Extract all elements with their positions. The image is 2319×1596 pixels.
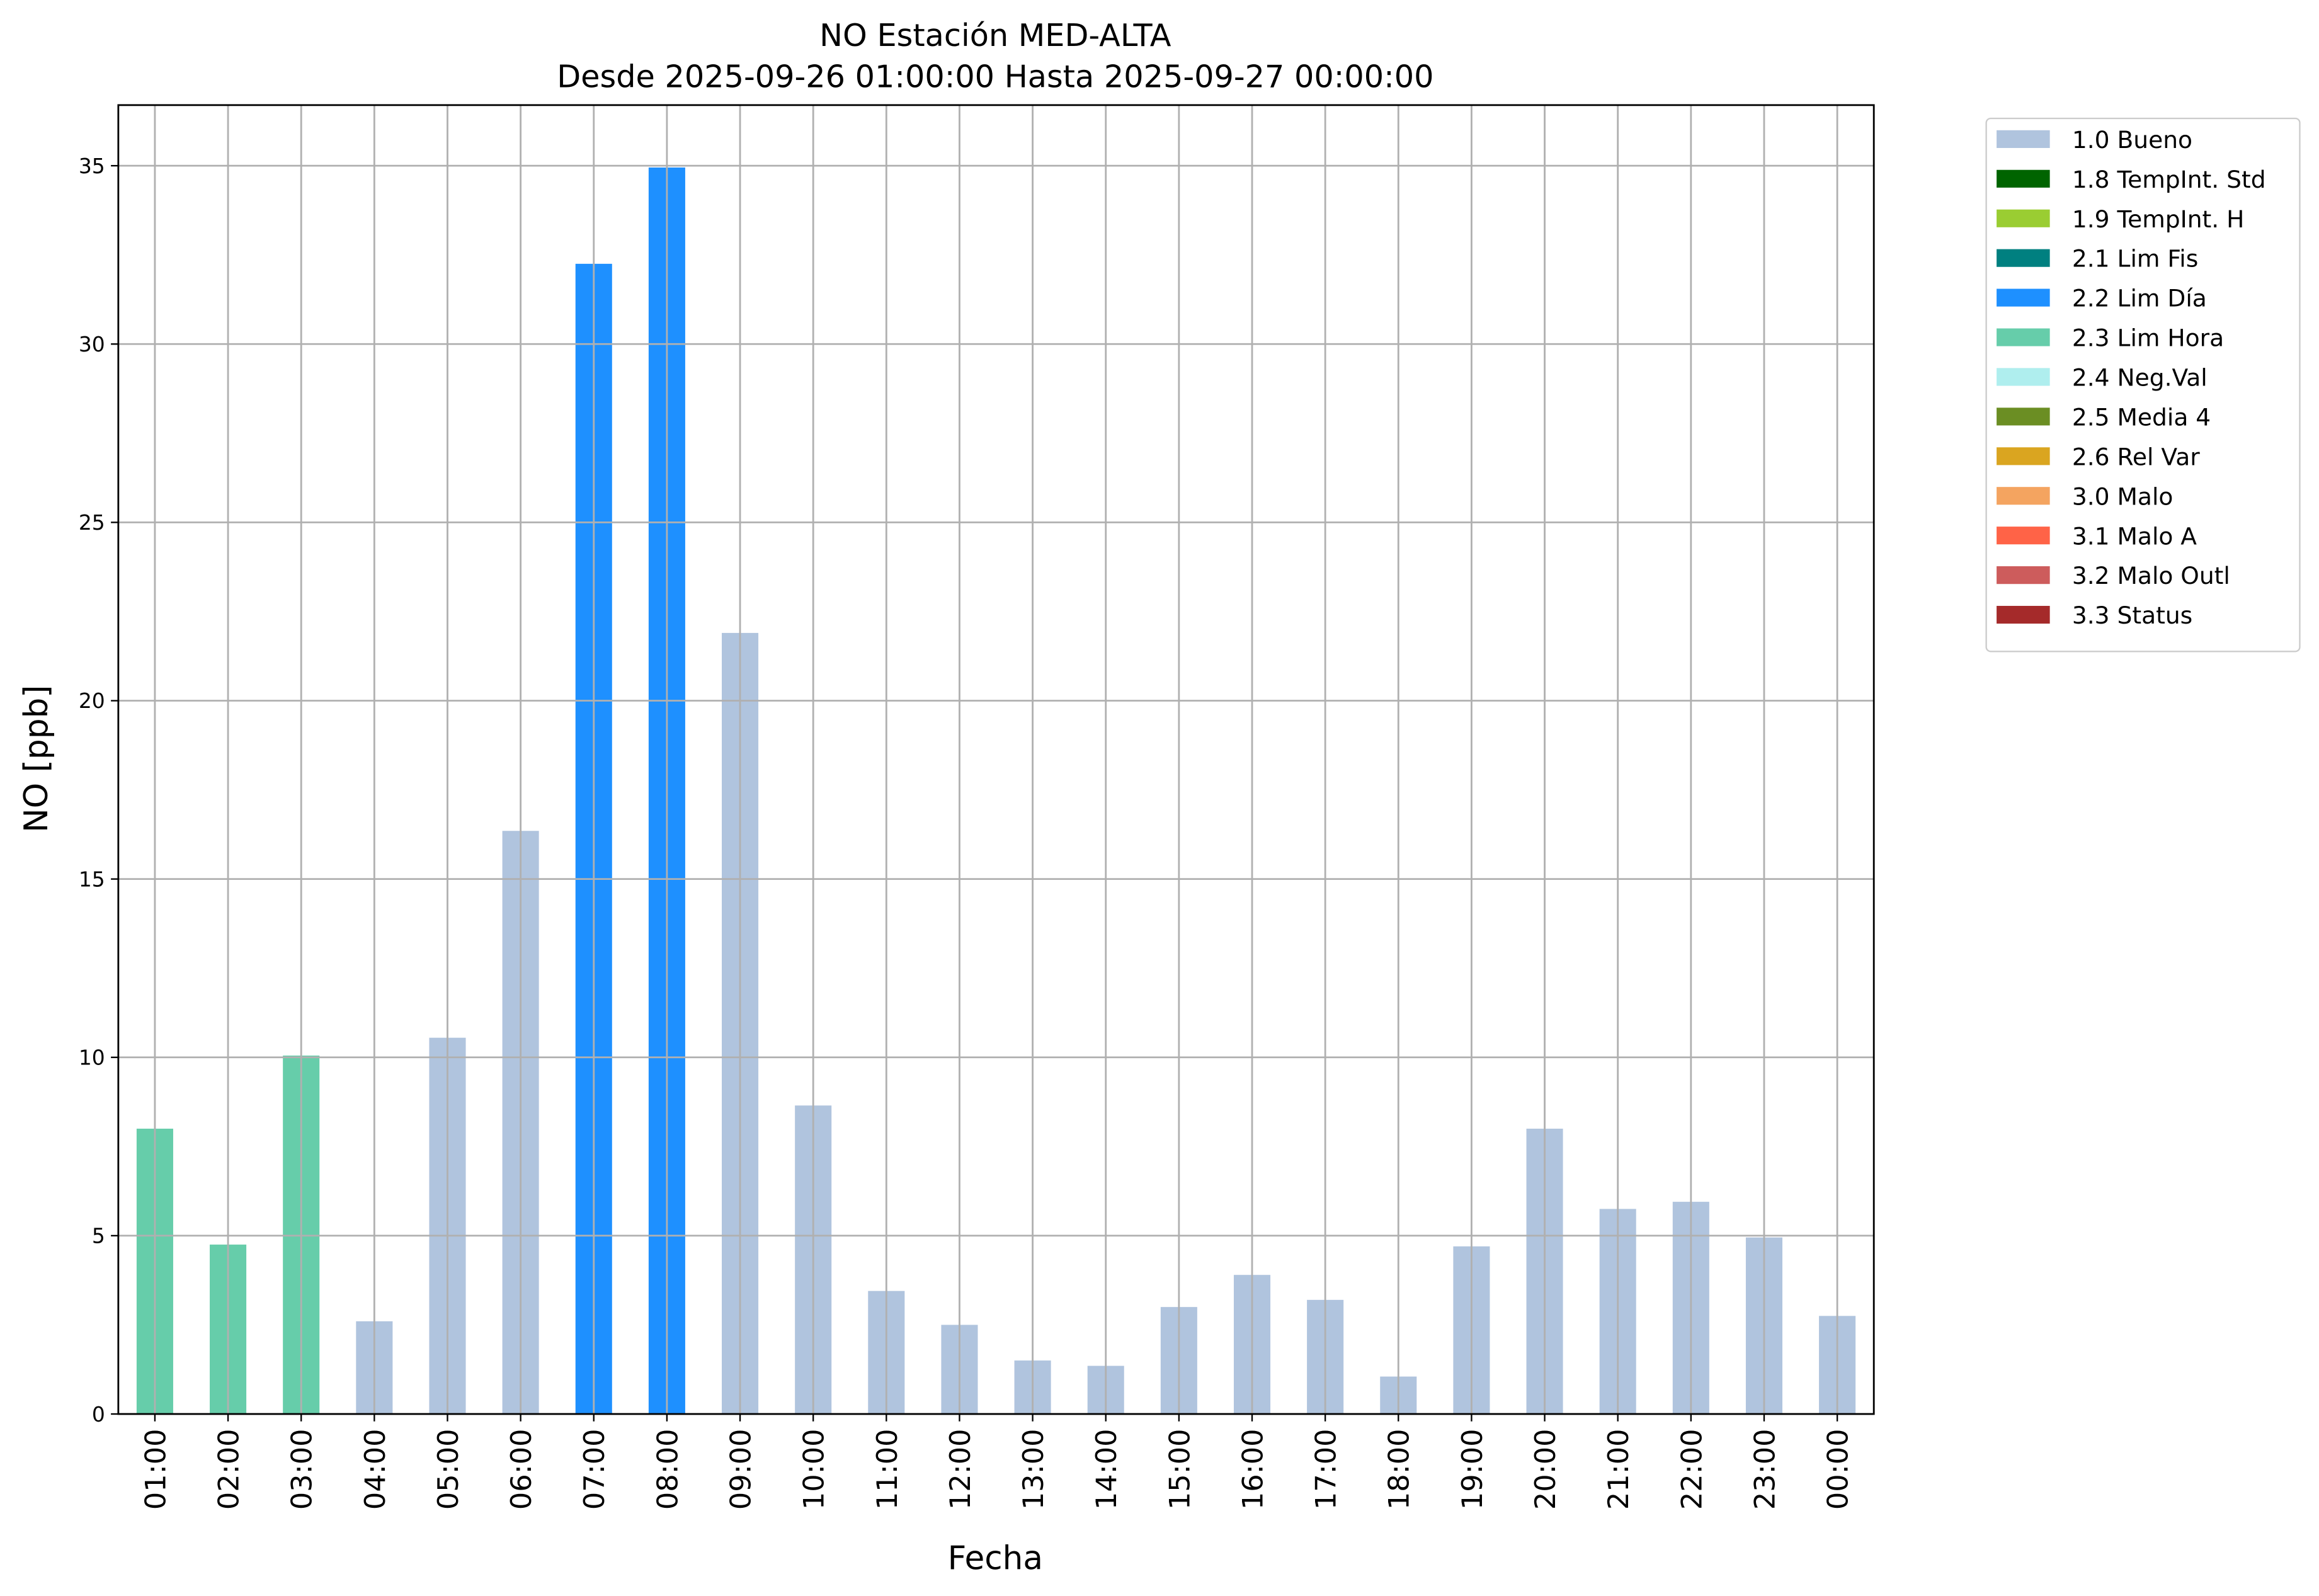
legend-swatch <box>1997 328 2050 346</box>
x-tick-label: 16:00 <box>1236 1429 1269 1510</box>
x-tick-label: 20:00 <box>1529 1429 1562 1510</box>
legend-swatch <box>1997 527 2050 545</box>
legend-label: 2.3 Lim Hora <box>2072 324 2224 352</box>
legend-label: 2.2 Lim Día <box>2072 285 2207 312</box>
legend-swatch <box>1997 288 2050 307</box>
x-tick-label: 21:00 <box>1602 1429 1635 1510</box>
x-tick-label: 10:00 <box>798 1429 831 1510</box>
x-tick-label: 23:00 <box>1748 1429 1781 1510</box>
x-tick-label: 15:00 <box>1163 1429 1196 1510</box>
y-tick-label: 30 <box>79 332 105 356</box>
y-tick-label: 5 <box>92 1224 105 1248</box>
legend-label: 3.3 Status <box>2072 601 2192 629</box>
legend-swatch <box>1997 249 2050 267</box>
x-tick-label: 22:00 <box>1675 1429 1708 1510</box>
legend-swatch <box>1997 487 2050 505</box>
x-tick-label: 02:00 <box>213 1429 246 1510</box>
x-tick-label: 06:00 <box>505 1429 538 1510</box>
legend-label: 1.0 Bueno <box>2072 126 2192 154</box>
legend-label: 2.4 Neg.Val <box>2072 364 2208 392</box>
x-tick-label: 12:00 <box>944 1429 977 1510</box>
y-tick-label: 15 <box>79 867 105 891</box>
x-tick-label: 08:00 <box>651 1429 684 1510</box>
y-tick-label: 20 <box>79 688 105 713</box>
x-tick-label: 17:00 <box>1310 1429 1343 1510</box>
x-tick-label: 00:00 <box>1822 1429 1855 1510</box>
y-tick-label: 0 <box>92 1402 105 1427</box>
legend-swatch <box>1997 447 2050 465</box>
x-tick-label: 19:00 <box>1456 1429 1489 1510</box>
legend: 1.0 Bueno 1.8 TempInt. Std 1.9 TempInt. H 2… <box>1985 117 2301 653</box>
legend-swatch <box>1997 408 2050 426</box>
y-axis-label: NO [ppb] <box>18 685 55 833</box>
x-tick-label: 01:00 <box>139 1429 172 1510</box>
x-tick-label: 05:00 <box>432 1429 465 1510</box>
legend-label: 2.6 Rel Var <box>2072 443 2200 470</box>
x-tick-label: 04:00 <box>359 1429 392 1510</box>
chart-subtitle: Desde 2025-09-26 01:00:00 Hasta 2025-09-… <box>557 59 1433 95</box>
x-axis-label: Fecha <box>948 1540 1043 1578</box>
x-tick-label: 14:00 <box>1090 1429 1123 1510</box>
x-tick-label: 07:00 <box>578 1429 611 1510</box>
legend-swatch <box>1997 566 2050 584</box>
legend-label: 1.8 TempInt. Std <box>2072 166 2266 193</box>
legend-label: 3.1 Malo A <box>2072 522 2197 550</box>
x-tick-label: 13:00 <box>1017 1429 1050 1510</box>
y-tick-label: 35 <box>79 154 105 178</box>
x-tick-label: 18:00 <box>1383 1429 1416 1510</box>
legend-swatch <box>1997 130 2050 148</box>
y-tick-label: 25 <box>79 510 105 535</box>
plot-frame <box>117 104 1875 1415</box>
y-tick-label: 10 <box>79 1046 105 1070</box>
legend-swatch <box>1997 368 2050 386</box>
legend-label: 3.0 Malo <box>2072 482 2174 510</box>
x-tick-label: 09:00 <box>724 1429 757 1510</box>
x-tick-label: 03:00 <box>286 1429 319 1510</box>
legend-swatch <box>1997 209 2050 227</box>
legend-label: 1.9 TempInt. H <box>2072 205 2245 233</box>
legend-swatch <box>1997 169 2050 188</box>
legend-label: 3.2 Malo Outl <box>2072 562 2230 590</box>
legend-label: 2.1 Lim Fis <box>2072 245 2198 273</box>
legend-swatch <box>1997 605 2050 624</box>
x-tick-label: 11:00 <box>871 1429 904 1510</box>
legend-label: 2.5 Media 4 <box>2072 403 2211 431</box>
legend-frame <box>1985 117 2301 653</box>
chart-title: NO Estación MED-ALTA <box>819 17 1171 54</box>
